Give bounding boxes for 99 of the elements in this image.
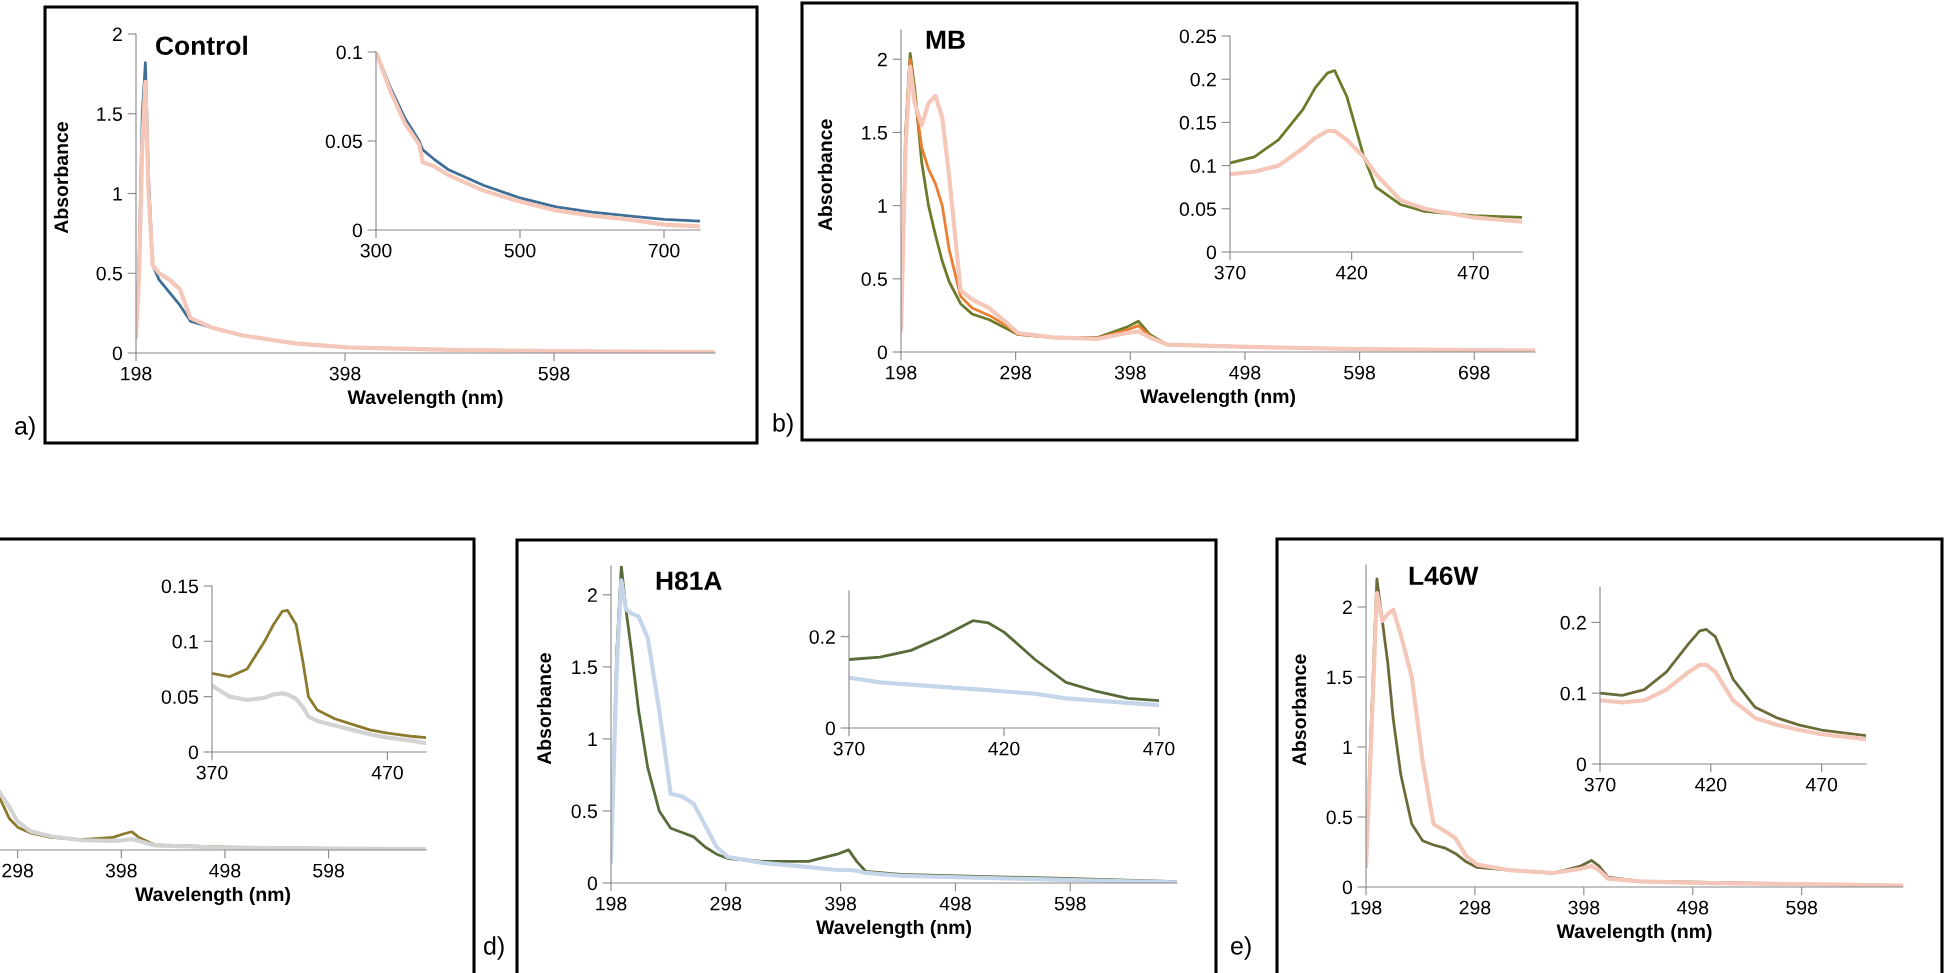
x-axis-title: Wavelength (nm) <box>1556 923 1712 943</box>
x-tick-label: 498 <box>1229 365 1261 380</box>
x-tick-label: 598 <box>313 863 344 878</box>
y-tick-label: 0 <box>112 346 123 361</box>
x-tick-label: 470 <box>1143 741 1175 756</box>
x-tick-label: 398 <box>1114 365 1146 380</box>
x-tick-label: 300 <box>360 243 392 258</box>
y-tick-label: 0.5 <box>861 272 887 287</box>
y-tick-label: 0.5 <box>1326 810 1352 825</box>
x-tick-label: 420 <box>1335 265 1368 280</box>
x-tick-label: 398 <box>329 366 361 381</box>
line-series <box>1600 662 1866 742</box>
y-tick-label: 2 <box>877 52 887 67</box>
x-tick-label: 470 <box>371 765 403 780</box>
y-tick-label: 0 <box>825 721 836 736</box>
x-axis-title: Wavelength (nm) <box>816 919 971 939</box>
y-tick-label: 0.1 <box>1190 159 1216 173</box>
x-tick-label: 598 <box>1054 896 1086 911</box>
y-tick-label: 1.5 <box>1327 670 1352 685</box>
y-tick-label: 1.5 <box>862 126 887 140</box>
x-tick-label: 598 <box>538 366 570 381</box>
y-tick-label: 0.15 <box>161 579 198 594</box>
x-tick-label: 398 <box>105 863 137 878</box>
x-tick-label: 298 <box>1000 365 1032 380</box>
y-axis-title: Absorbance <box>817 119 833 231</box>
y-tick-label: 0.5 <box>571 804 597 819</box>
x-tick-label: 198 <box>121 366 152 381</box>
x-tick-label: 370 <box>833 741 865 756</box>
y-tick-label: 2 <box>587 588 597 602</box>
x-tick-label: 598 <box>1786 900 1818 915</box>
y-tick-label: 0 <box>587 876 598 891</box>
x-tick-label: 698 <box>1459 365 1490 380</box>
y-tick-label: 0 <box>352 223 363 238</box>
x-axis-title: Wavelength (nm) <box>135 886 290 906</box>
y-tick-label: 0 <box>1576 757 1587 772</box>
y-tick-label: 1.5 <box>572 660 597 675</box>
x-tick-label: 470 <box>1805 777 1838 792</box>
y-tick-label: 0.2 <box>809 630 835 644</box>
y-tick-label: 1 <box>878 199 887 213</box>
text: d) <box>484 936 504 960</box>
x-tick-label: 598 <box>1344 365 1375 380</box>
y-axis-title: Absorbance <box>53 122 69 234</box>
y-tick-label: 1.5 <box>97 107 122 121</box>
y-tick-label: 1 <box>588 732 597 746</box>
x-tick-label: 198 <box>596 896 627 911</box>
x-tick-label: 700 <box>648 243 680 258</box>
y-tick-label: 0.1 <box>172 634 198 649</box>
y-axis-title: Absorbance <box>1291 654 1307 766</box>
y-tick-label: 0.5 <box>96 266 122 281</box>
x-tick-label: 298 <box>1459 900 1491 915</box>
y-tick-label: 0.05 <box>161 690 198 704</box>
x-tick-label: 298 <box>710 896 742 911</box>
y-tick-label: 1 <box>1343 740 1352 755</box>
x-tick-label: 398 <box>1568 900 1600 915</box>
x-axis-title: Wavelength (nm) <box>347 389 503 409</box>
text: e) <box>1231 936 1251 960</box>
x-tick-label: 198 <box>886 365 917 380</box>
x-tick-label: 498 <box>209 863 241 878</box>
x-tick-label: 370 <box>1584 777 1616 792</box>
y-tick-label: 0.15 <box>1179 115 1216 130</box>
x-tick-label: 500 <box>504 243 536 258</box>
line-series <box>849 675 1159 708</box>
chart-title: L46W <box>1409 566 1479 586</box>
y-tick-label: 0.2 <box>1560 615 1586 630</box>
y-axis-title: Absorbance <box>536 653 552 765</box>
y-tick-label: 0 <box>1342 880 1353 895</box>
line-series <box>1600 628 1866 738</box>
line-series <box>849 619 1159 702</box>
y-tick-label: 2 <box>112 27 122 42</box>
y-tick-label: 0 <box>877 345 888 360</box>
x-tick-label: 198 <box>1351 900 1382 915</box>
y-tick-label: 0.1 <box>1560 686 1586 701</box>
x-tick-label: 470 <box>1457 265 1489 280</box>
x-tick-label: 420 <box>1695 777 1727 792</box>
y-tick-label: 0.05 <box>1179 202 1216 217</box>
x-axis-title: Wavelength (nm) <box>1140 388 1295 408</box>
chart-title: MB <box>926 30 965 49</box>
x-tick-label: 298 <box>2 863 33 878</box>
y-tick-label: 0.1 <box>336 45 362 60</box>
y-tick-label: 1 <box>113 187 122 201</box>
x-tick-label: 498 <box>1677 900 1709 915</box>
x-tick-label: 420 <box>988 741 1020 756</box>
y-tick-label: 2 <box>1342 600 1352 615</box>
y-tick-label: 0 <box>1206 245 1217 260</box>
y-tick-label: 0 <box>188 745 199 760</box>
y-tick-label: 0.25 <box>1179 29 1216 44</box>
x-tick-label: 398 <box>825 896 856 911</box>
line-series <box>1230 128 1522 224</box>
text: a) <box>15 416 35 440</box>
y-tick-label: 0.05 <box>325 134 362 149</box>
x-tick-label: 498 <box>939 896 971 911</box>
x-tick-label: 370 <box>196 765 228 780</box>
text: b) <box>773 413 793 437</box>
chart-title: H81A <box>656 571 722 591</box>
x-tick-label: 370 <box>1214 265 1246 280</box>
chart-title: Control <box>156 35 247 56</box>
y-tick-label: 0.2 <box>1190 72 1216 87</box>
line-series <box>212 683 426 746</box>
line-series <box>212 608 426 739</box>
